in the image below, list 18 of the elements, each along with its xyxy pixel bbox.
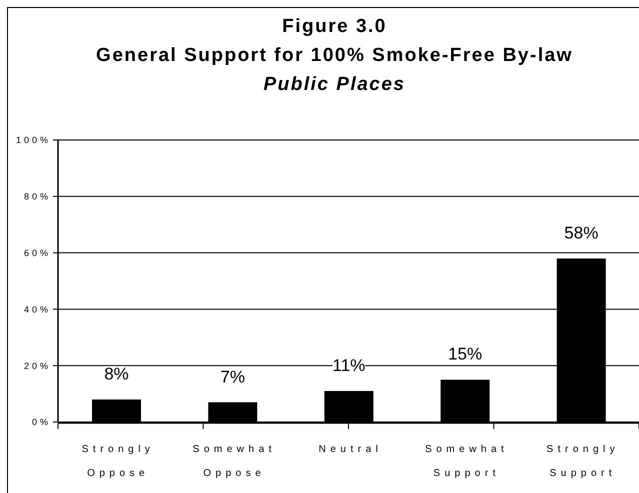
chart-subtitle: Public Places	[262, 73, 406, 97]
category-label: Strongly Support	[546, 444, 619, 478]
y-tick-label: 100%	[15, 134, 50, 145]
category-label: Somewhat Support	[424, 444, 508, 478]
category-label: Strongly Oppose	[81, 444, 154, 478]
y-tick-label: 60%	[23, 247, 50, 258]
data-label: 15%	[448, 344, 482, 364]
y-tick-label: 80%	[23, 191, 50, 202]
data-label: 7%	[220, 366, 244, 386]
y-tick-label: 20%	[23, 360, 50, 370]
y-tick-label: 0%	[31, 416, 50, 427]
data-label: 11%	[332, 355, 365, 374]
x-tick-label: Neutral	[318, 444, 382, 454]
y-tick-label: 40%	[23, 304, 50, 314]
chart-title: Figure 3.0 General Support for 100% Smoke-Free By-law	[95, 15, 574, 68]
data-label: 58%	[564, 222, 598, 242]
data-label: 8%	[104, 364, 128, 383]
category-label: Somewhat Oppose	[192, 444, 276, 478]
